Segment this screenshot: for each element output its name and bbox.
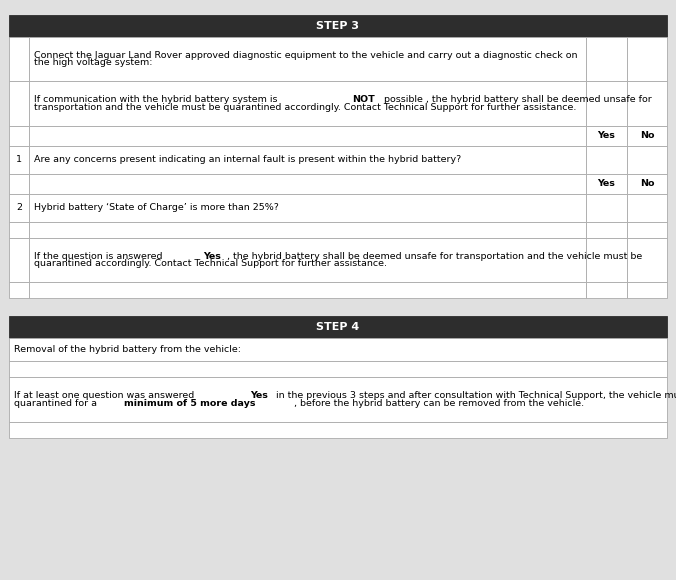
Text: STEP 3: STEP 3: [316, 20, 360, 31]
Bar: [9, 222, 29, 238]
Bar: [9, 316, 667, 338]
Bar: [9, 174, 29, 194]
Text: transportation and the vehicle must be quarantined accordingly. Contact Technica: transportation and the vehicle must be q…: [34, 103, 576, 112]
Text: , before the hybrid battery can be removed from the vehicle.: , before the hybrid battery can be remov…: [294, 398, 584, 408]
Text: No: No: [639, 179, 654, 188]
Text: 1: 1: [16, 155, 22, 164]
Bar: [9, 238, 29, 282]
Bar: [29, 194, 586, 222]
Bar: [586, 81, 627, 126]
Bar: [9, 14, 667, 37]
Text: Hybrid battery ‘State of Charge’ is more than 25%?: Hybrid battery ‘State of Charge’ is more…: [34, 204, 279, 212]
Bar: [627, 238, 667, 282]
Text: Yes: Yes: [598, 131, 615, 140]
Text: possible , the hybrid battery shall be deemed unsafe for: possible , the hybrid battery shall be d…: [381, 95, 652, 104]
Text: Connect the Jaguar Land Rover approved diagnostic equipment to the vehicle and c: Connect the Jaguar Land Rover approved d…: [34, 50, 577, 60]
Bar: [586, 146, 627, 174]
Bar: [586, 37, 627, 81]
Text: Removal of the hybrid battery from the vehicle:: Removal of the hybrid battery from the v…: [14, 345, 241, 354]
Text: the high voltage system:: the high voltage system:: [34, 58, 152, 67]
Bar: [29, 37, 586, 81]
Bar: [586, 238, 627, 282]
Bar: [9, 126, 29, 146]
Bar: [9, 361, 667, 377]
Text: quarantined accordingly. Contact Technical Support for further assistance.: quarantined accordingly. Contact Technic…: [34, 259, 387, 269]
Bar: [29, 126, 586, 146]
Bar: [586, 222, 627, 238]
Text: 2: 2: [16, 204, 22, 212]
Bar: [29, 282, 586, 298]
Bar: [9, 422, 667, 438]
Bar: [586, 174, 627, 194]
Bar: [9, 146, 29, 174]
Text: minimum of 5 more days: minimum of 5 more days: [124, 398, 256, 408]
Text: Yes: Yes: [598, 179, 615, 188]
Bar: [586, 126, 627, 146]
Bar: [627, 282, 667, 298]
Text: STEP 4: STEP 4: [316, 321, 360, 332]
Bar: [9, 377, 667, 422]
Bar: [627, 37, 667, 81]
Bar: [627, 222, 667, 238]
Bar: [29, 81, 586, 126]
Bar: [627, 194, 667, 222]
Bar: [29, 146, 586, 174]
Bar: [9, 338, 667, 361]
Text: , the hybrid battery shall be deemed unsafe for transportation and the vehicle m: , the hybrid battery shall be deemed uns…: [226, 252, 642, 261]
Bar: [586, 282, 627, 298]
Text: NOT: NOT: [352, 95, 375, 104]
Bar: [29, 238, 586, 282]
Text: in the previous 3 steps and after consultation with Technical Support, the vehic: in the previous 3 steps and after consul…: [273, 391, 676, 400]
Bar: [627, 146, 667, 174]
Text: Yes: Yes: [203, 252, 221, 261]
Text: If the question is answered: If the question is answered: [34, 252, 166, 261]
Bar: [627, 81, 667, 126]
Text: If at least one question was answered: If at least one question was answered: [14, 391, 197, 400]
Bar: [9, 282, 29, 298]
Bar: [9, 81, 29, 126]
Text: Yes: Yes: [250, 391, 268, 400]
Text: quarantined for a: quarantined for a: [14, 398, 99, 408]
Bar: [29, 174, 586, 194]
Bar: [9, 37, 29, 81]
Bar: [9, 194, 29, 222]
Bar: [627, 126, 667, 146]
Text: If communication with the hybrid battery system is: If communication with the hybrid battery…: [34, 95, 281, 104]
Text: No: No: [639, 131, 654, 140]
Bar: [586, 194, 627, 222]
Text: Are any concerns present indicating an internal fault is present within the hybr: Are any concerns present indicating an i…: [34, 155, 461, 164]
Bar: [29, 222, 586, 238]
Bar: [627, 174, 667, 194]
